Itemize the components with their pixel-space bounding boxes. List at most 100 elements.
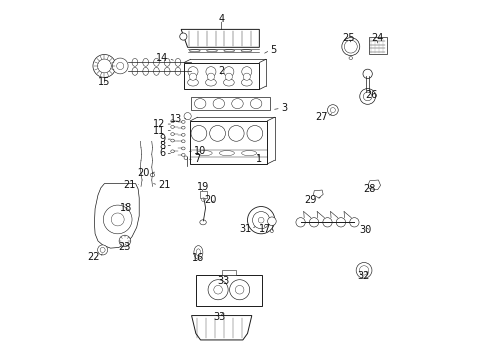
Ellipse shape bbox=[171, 150, 174, 153]
Ellipse shape bbox=[200, 220, 206, 225]
Ellipse shape bbox=[132, 67, 138, 75]
Text: 33: 33 bbox=[214, 312, 226, 322]
Ellipse shape bbox=[171, 126, 174, 129]
Text: 9: 9 bbox=[159, 134, 166, 144]
Text: 30: 30 bbox=[359, 225, 371, 235]
Circle shape bbox=[228, 126, 244, 141]
Ellipse shape bbox=[194, 246, 203, 259]
Circle shape bbox=[98, 59, 111, 73]
Circle shape bbox=[208, 280, 228, 300]
Ellipse shape bbox=[349, 57, 353, 59]
Circle shape bbox=[230, 280, 250, 300]
Text: 20: 20 bbox=[137, 168, 149, 178]
Text: 4: 4 bbox=[219, 14, 225, 24]
Circle shape bbox=[180, 33, 187, 40]
Ellipse shape bbox=[164, 67, 170, 75]
Circle shape bbox=[330, 108, 335, 113]
Circle shape bbox=[112, 58, 128, 74]
Ellipse shape bbox=[181, 121, 185, 123]
Text: 8: 8 bbox=[159, 140, 166, 150]
Text: 3: 3 bbox=[281, 103, 287, 113]
Ellipse shape bbox=[270, 229, 273, 233]
Ellipse shape bbox=[150, 173, 155, 177]
Ellipse shape bbox=[153, 67, 159, 75]
Text: 18: 18 bbox=[120, 203, 132, 213]
Text: 28: 28 bbox=[364, 184, 376, 194]
Circle shape bbox=[191, 126, 207, 141]
Ellipse shape bbox=[184, 156, 188, 159]
Ellipse shape bbox=[171, 133, 174, 135]
Bar bbox=[196, 275, 262, 306]
Text: 21: 21 bbox=[123, 180, 136, 190]
Circle shape bbox=[296, 218, 305, 227]
Ellipse shape bbox=[207, 50, 218, 52]
Circle shape bbox=[100, 247, 105, 252]
Ellipse shape bbox=[175, 58, 181, 66]
Bar bbox=[184, 63, 259, 89]
Text: 10: 10 bbox=[194, 146, 206, 156]
Circle shape bbox=[93, 54, 116, 77]
Text: 2: 2 bbox=[219, 66, 225, 76]
Circle shape bbox=[323, 218, 332, 227]
Ellipse shape bbox=[242, 150, 257, 156]
Circle shape bbox=[210, 126, 225, 141]
Circle shape bbox=[268, 217, 276, 226]
Text: 32: 32 bbox=[357, 271, 370, 281]
Circle shape bbox=[207, 73, 215, 80]
Text: 31: 31 bbox=[239, 225, 251, 234]
Bar bbox=[368, 37, 387, 54]
Ellipse shape bbox=[232, 99, 243, 109]
Ellipse shape bbox=[188, 79, 198, 86]
Circle shape bbox=[309, 218, 318, 227]
Circle shape bbox=[258, 217, 264, 223]
Ellipse shape bbox=[195, 99, 206, 109]
Ellipse shape bbox=[181, 134, 185, 136]
Text: 19: 19 bbox=[196, 182, 209, 192]
Circle shape bbox=[336, 218, 345, 227]
Text: 13: 13 bbox=[170, 114, 182, 124]
Ellipse shape bbox=[250, 99, 262, 109]
Circle shape bbox=[242, 67, 252, 77]
Text: 1: 1 bbox=[256, 154, 263, 164]
Circle shape bbox=[356, 262, 372, 278]
Circle shape bbox=[350, 218, 359, 227]
Circle shape bbox=[103, 205, 132, 234]
Ellipse shape bbox=[213, 99, 224, 109]
Ellipse shape bbox=[171, 139, 174, 142]
Ellipse shape bbox=[197, 150, 212, 156]
Circle shape bbox=[224, 67, 234, 77]
Circle shape bbox=[214, 285, 222, 294]
Text: 24: 24 bbox=[371, 33, 384, 43]
Text: 26: 26 bbox=[366, 90, 378, 100]
Ellipse shape bbox=[241, 50, 252, 52]
Circle shape bbox=[327, 105, 338, 116]
Circle shape bbox=[364, 92, 372, 101]
Circle shape bbox=[206, 67, 216, 77]
Circle shape bbox=[344, 40, 357, 53]
Text: 20: 20 bbox=[204, 195, 216, 205]
Circle shape bbox=[247, 207, 275, 234]
Ellipse shape bbox=[132, 58, 138, 66]
Circle shape bbox=[225, 73, 232, 80]
Text: 27: 27 bbox=[315, 112, 327, 122]
Circle shape bbox=[117, 62, 124, 69]
Circle shape bbox=[201, 198, 205, 202]
Ellipse shape bbox=[181, 140, 185, 143]
Text: 33: 33 bbox=[218, 276, 230, 286]
Circle shape bbox=[188, 67, 198, 77]
Circle shape bbox=[360, 89, 375, 104]
Ellipse shape bbox=[143, 67, 148, 75]
Text: 12: 12 bbox=[153, 119, 166, 129]
Text: 16: 16 bbox=[192, 253, 204, 263]
Bar bbox=[191, 97, 270, 110]
Ellipse shape bbox=[224, 50, 235, 52]
Ellipse shape bbox=[220, 150, 234, 156]
Circle shape bbox=[111, 213, 124, 226]
Circle shape bbox=[252, 212, 270, 229]
Text: 25: 25 bbox=[343, 33, 355, 43]
Ellipse shape bbox=[223, 79, 234, 86]
Circle shape bbox=[190, 73, 196, 80]
Circle shape bbox=[363, 69, 372, 78]
Bar bbox=[221, 270, 236, 275]
Ellipse shape bbox=[242, 79, 252, 86]
